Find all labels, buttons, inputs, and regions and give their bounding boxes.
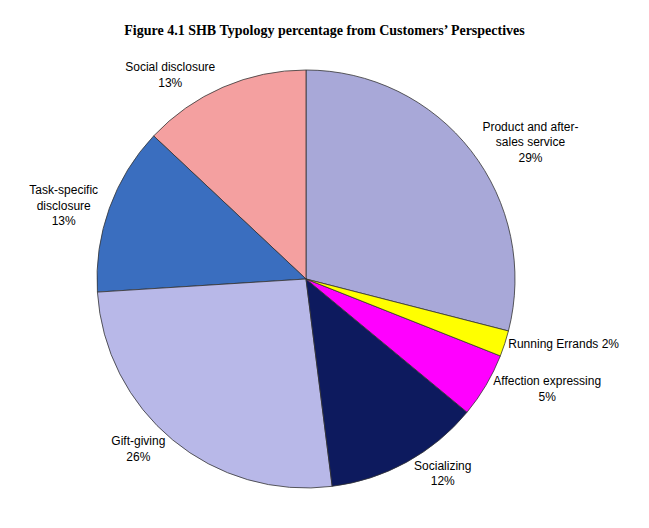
svg-text:Figure 4.1 SHB Typology percen: Figure 4.1 SHB Typology percentage from … <box>124 23 525 38</box>
svg-text:Running Errands 2%: Running Errands 2% <box>508 337 619 351</box>
svg-text:Task-specificdisclosure13%: Task-specificdisclosure13% <box>29 183 98 228</box>
svg-text:Affection expressing5%: Affection expressing5% <box>493 374 601 404</box>
svg-text:Socializing12%: Socializing12% <box>414 459 471 489</box>
svg-text:Gift-giving26%: Gift-giving26% <box>111 434 165 464</box>
svg-text:Social disclosure13%: Social disclosure13% <box>125 60 215 90</box>
svg-text:Product and after-sales servic: Product and after-sales service29% <box>482 120 578 165</box>
